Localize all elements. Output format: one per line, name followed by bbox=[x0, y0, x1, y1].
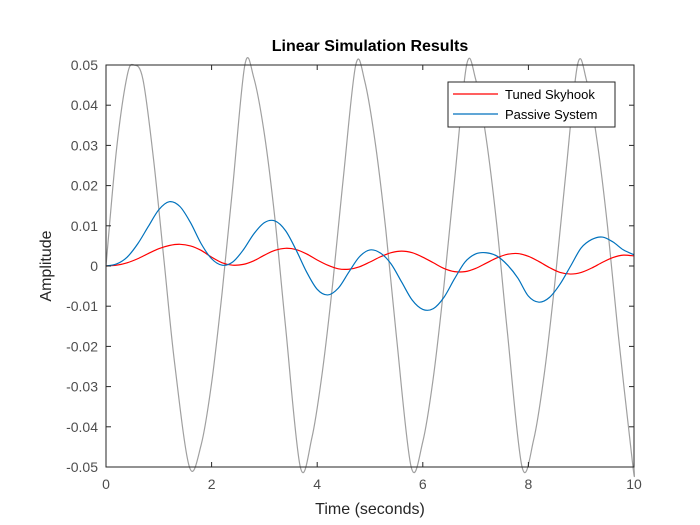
chart-title: Linear Simulation Results bbox=[272, 38, 469, 55]
y-tick-label: -0.01 bbox=[66, 298, 98, 314]
x-tick-label: 4 bbox=[313, 476, 321, 492]
y-tick-label: 0.05 bbox=[71, 57, 98, 73]
y-tick-label: -0.05 bbox=[66, 459, 98, 475]
legend-box bbox=[447, 81, 616, 128]
y-tick-label: 0.02 bbox=[71, 178, 98, 194]
x-tick-label: 8 bbox=[525, 476, 533, 492]
x-tick-label: 2 bbox=[208, 476, 216, 492]
y-tick-label: -0.04 bbox=[66, 419, 98, 435]
series-line-tuned-skyhook bbox=[105, 243, 635, 275]
legend-label-passive-system: Passive System bbox=[505, 107, 597, 122]
series-line-input-signal bbox=[105, 57, 635, 478]
legend-label-tuned-skyhook: Tuned Skyhook bbox=[505, 87, 595, 102]
y-tick-label: -0.03 bbox=[66, 379, 98, 395]
x-tick-label: 0 bbox=[102, 476, 110, 492]
y-tick-label: -0.02 bbox=[66, 338, 98, 354]
y-axis-label: Amplitude bbox=[38, 230, 55, 301]
y-tick-label: 0.01 bbox=[71, 218, 98, 234]
x-tick-label: 10 bbox=[626, 476, 642, 492]
y-tick-label: 0.04 bbox=[71, 97, 98, 113]
legend[interactable]: Tuned Skyhook Passive System bbox=[447, 81, 616, 128]
x-tick-label: 6 bbox=[419, 476, 427, 492]
y-tick-label: 0 bbox=[90, 258, 98, 274]
series-line-passive-system bbox=[105, 200, 635, 311]
x-axis-label: Time (seconds) bbox=[315, 501, 425, 518]
series-layer bbox=[105, 57, 635, 478]
x-ticks: 0 2 4 6 8 10 bbox=[102, 65, 642, 492]
y-tick-label: 0.03 bbox=[71, 137, 98, 153]
y-ticks: -0.05 -0.04 -0.03 -0.02 -0.01 0 0.01 0.02 0.03 0.… bbox=[66, 57, 634, 475]
